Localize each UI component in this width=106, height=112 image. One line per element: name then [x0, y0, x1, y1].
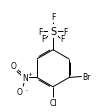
Text: F: F — [63, 27, 67, 36]
Text: O: O — [17, 87, 23, 96]
Text: F: F — [41, 34, 45, 43]
Text: Cl: Cl — [49, 98, 57, 107]
Text: F: F — [39, 27, 43, 36]
Text: Br: Br — [82, 72, 91, 81]
Text: +: + — [27, 71, 32, 76]
Text: F: F — [51, 13, 55, 22]
Text: F: F — [61, 34, 65, 43]
Text: -: - — [25, 87, 27, 92]
Text: S: S — [50, 27, 56, 37]
Text: N: N — [22, 73, 28, 82]
Text: O: O — [11, 61, 17, 70]
